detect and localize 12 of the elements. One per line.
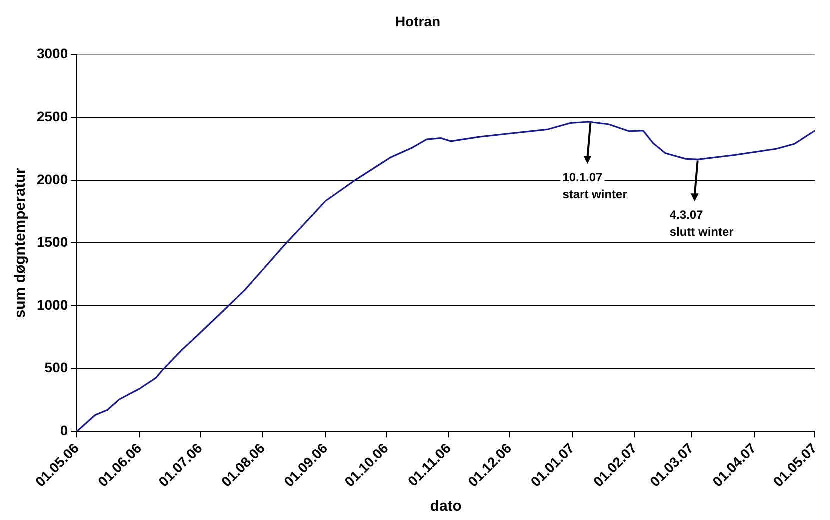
y-tick-label: 1000 xyxy=(36,296,68,313)
x-axis-title: dato xyxy=(430,498,462,516)
y-tick-label: 0 xyxy=(60,422,68,438)
y-tick-label: 1500 xyxy=(36,234,68,250)
annotation: 10.1.07 start winter xyxy=(562,170,628,202)
y-tick-label: 3000 xyxy=(36,46,68,62)
chart-title: Hotran xyxy=(395,13,441,30)
y-axis-title: sum døgntemperatur xyxy=(12,168,30,318)
annotation: 4.3.07 slutt winter xyxy=(670,208,734,239)
y-tick-label: 2500 xyxy=(36,108,68,124)
y-tick-label: 500 xyxy=(44,360,68,376)
y-tick-label: 2000 xyxy=(36,171,68,188)
